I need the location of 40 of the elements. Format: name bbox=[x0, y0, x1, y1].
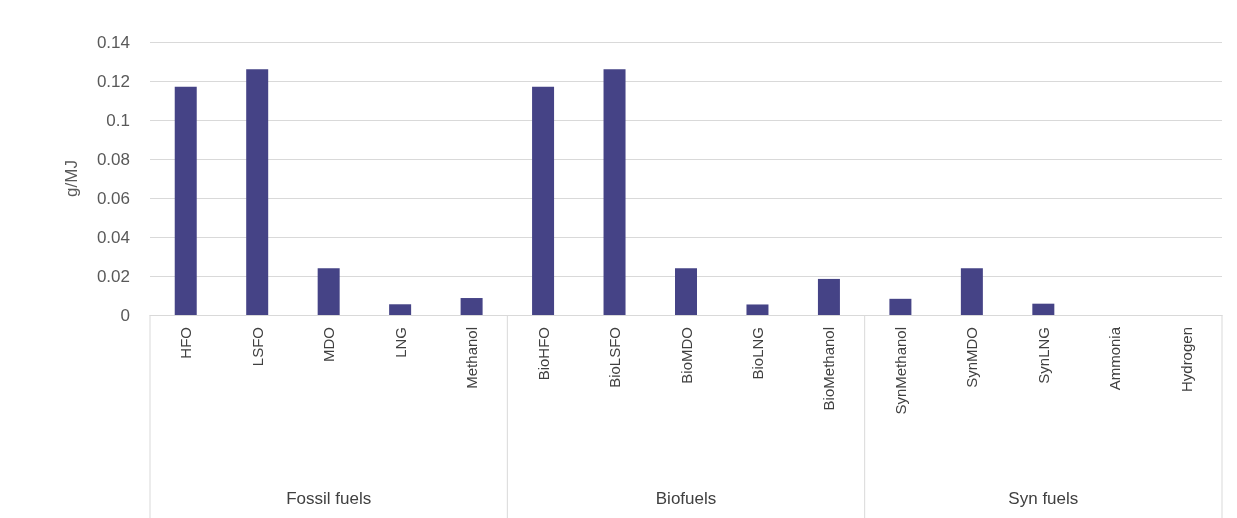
x-tick-label: SynLNG bbox=[1034, 327, 1052, 384]
x-tick-label: BioLNG bbox=[748, 327, 766, 380]
text: Biofuels bbox=[655, 488, 717, 508]
bar bbox=[889, 298, 912, 315]
bar bbox=[746, 304, 769, 315]
x-tick-label: HFO bbox=[177, 327, 195, 359]
y-tick-label: 0.06 bbox=[96, 188, 130, 208]
bar bbox=[532, 86, 555, 315]
bar bbox=[603, 69, 626, 315]
y-tick-label: 0.08 bbox=[96, 149, 130, 169]
text: Fossil fuels bbox=[286, 488, 372, 508]
x-tick-label: LSFO bbox=[248, 327, 266, 367]
x-tick-label: MDO bbox=[320, 327, 338, 362]
x-tick-label: Hydrogen bbox=[1177, 327, 1195, 393]
x-tick-label: BioHFO bbox=[534, 327, 552, 381]
bar bbox=[317, 268, 340, 315]
x-tick-label: BioLSFO bbox=[606, 327, 624, 388]
x-tick-label: LNG bbox=[391, 327, 409, 358]
bar bbox=[246, 69, 269, 315]
y-tick-label: 0.04 bbox=[96, 227, 130, 247]
bar bbox=[817, 278, 840, 315]
x-tick-label: Ammonia bbox=[1106, 326, 1124, 391]
y-tick-label: 0.1 bbox=[106, 110, 130, 130]
text: Syn fuels bbox=[1008, 488, 1079, 508]
x-tick-label: SynMethanol bbox=[891, 327, 909, 415]
y-tick-label: 0.12 bbox=[96, 71, 130, 91]
bar bbox=[460, 298, 483, 315]
bar bbox=[1032, 303, 1055, 315]
y-tick-label: 0.14 bbox=[96, 32, 130, 52]
x-tick-label: BioMethanol bbox=[820, 327, 838, 411]
y-axis-title: g/MJ bbox=[62, 160, 81, 197]
x-tick-label: BioMDO bbox=[677, 327, 695, 384]
bar bbox=[389, 304, 412, 315]
x-tick-label: SynMDO bbox=[963, 327, 981, 388]
bar bbox=[675, 268, 697, 315]
bar bbox=[960, 268, 983, 315]
y-tick-label: 0 bbox=[120, 305, 130, 325]
y-tick-label: 0.02 bbox=[96, 266, 130, 286]
bar bbox=[174, 86, 197, 315]
x-tick-label: Methanol bbox=[463, 327, 481, 389]
